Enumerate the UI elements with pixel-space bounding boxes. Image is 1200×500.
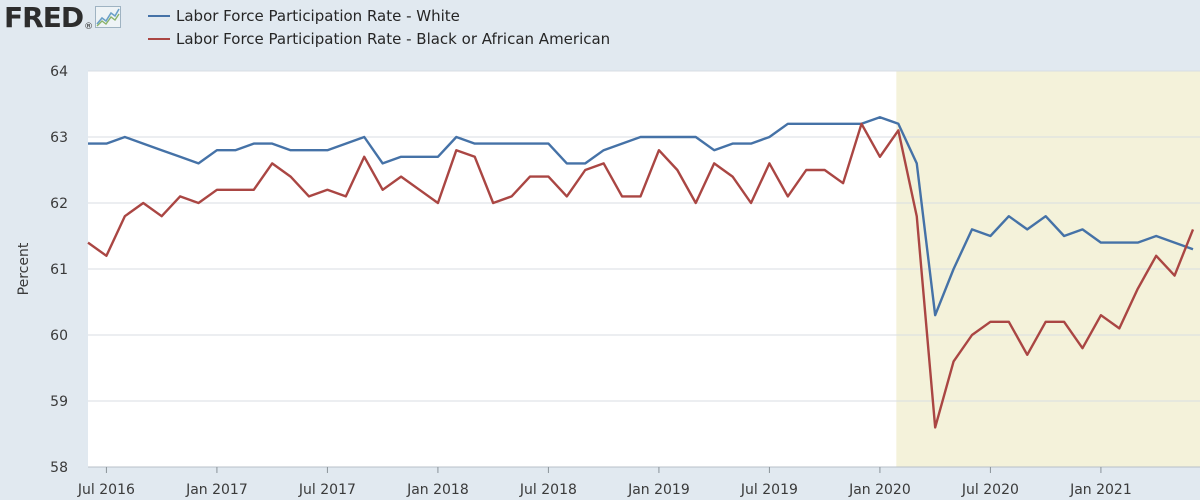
x-tick-label: Jul 2020	[961, 482, 1019, 498]
y-tick-label: 63	[50, 130, 68, 146]
fred-logo[interactable]: FRED ®	[4, 1, 122, 34]
series-line-white	[88, 115, 1194, 317]
x-tick-label: Jan 2019	[627, 482, 690, 498]
y-axis-label: Percent	[16, 242, 32, 295]
x-tick-label: Jul 2016	[77, 482, 135, 498]
x-tick-label: Jul 2019	[740, 482, 798, 498]
y-tick-label: 59	[50, 394, 68, 410]
graph-icon	[95, 6, 122, 28]
x-tick-label: Jul 2018	[519, 482, 577, 498]
registered-mark: ®	[84, 22, 94, 32]
legend-label-white: Labor Force Participation Rate - White	[176, 7, 460, 25]
y-tick-label: 64	[50, 64, 68, 80]
x-tick-label: Jan 2021	[1069, 482, 1132, 498]
legend-item-black[interactable]: Labor Force Participation Rate - Black o…	[148, 30, 610, 48]
y-tick-label: 60	[50, 328, 68, 344]
x-tick-label: Jan 2018	[406, 482, 469, 498]
legend-item-white[interactable]: Labor Force Participation Rate - White	[148, 7, 460, 25]
legend-swatch-white	[148, 15, 170, 17]
y-tick-label: 62	[50, 196, 68, 212]
y-tick-label: 61	[50, 262, 68, 278]
legend-swatch-black	[148, 38, 170, 40]
series-line-black	[87, 122, 1195, 429]
x-tick-label: Jan 2017	[185, 482, 248, 498]
x-tick-label: Jul 2017	[298, 482, 356, 498]
logo-text: FRED	[4, 1, 84, 34]
legend-label-black: Labor Force Participation Rate - Black o…	[176, 30, 611, 48]
y-tick-label: 58	[50, 460, 68, 476]
x-tick-label: Jan 2020	[848, 482, 911, 498]
